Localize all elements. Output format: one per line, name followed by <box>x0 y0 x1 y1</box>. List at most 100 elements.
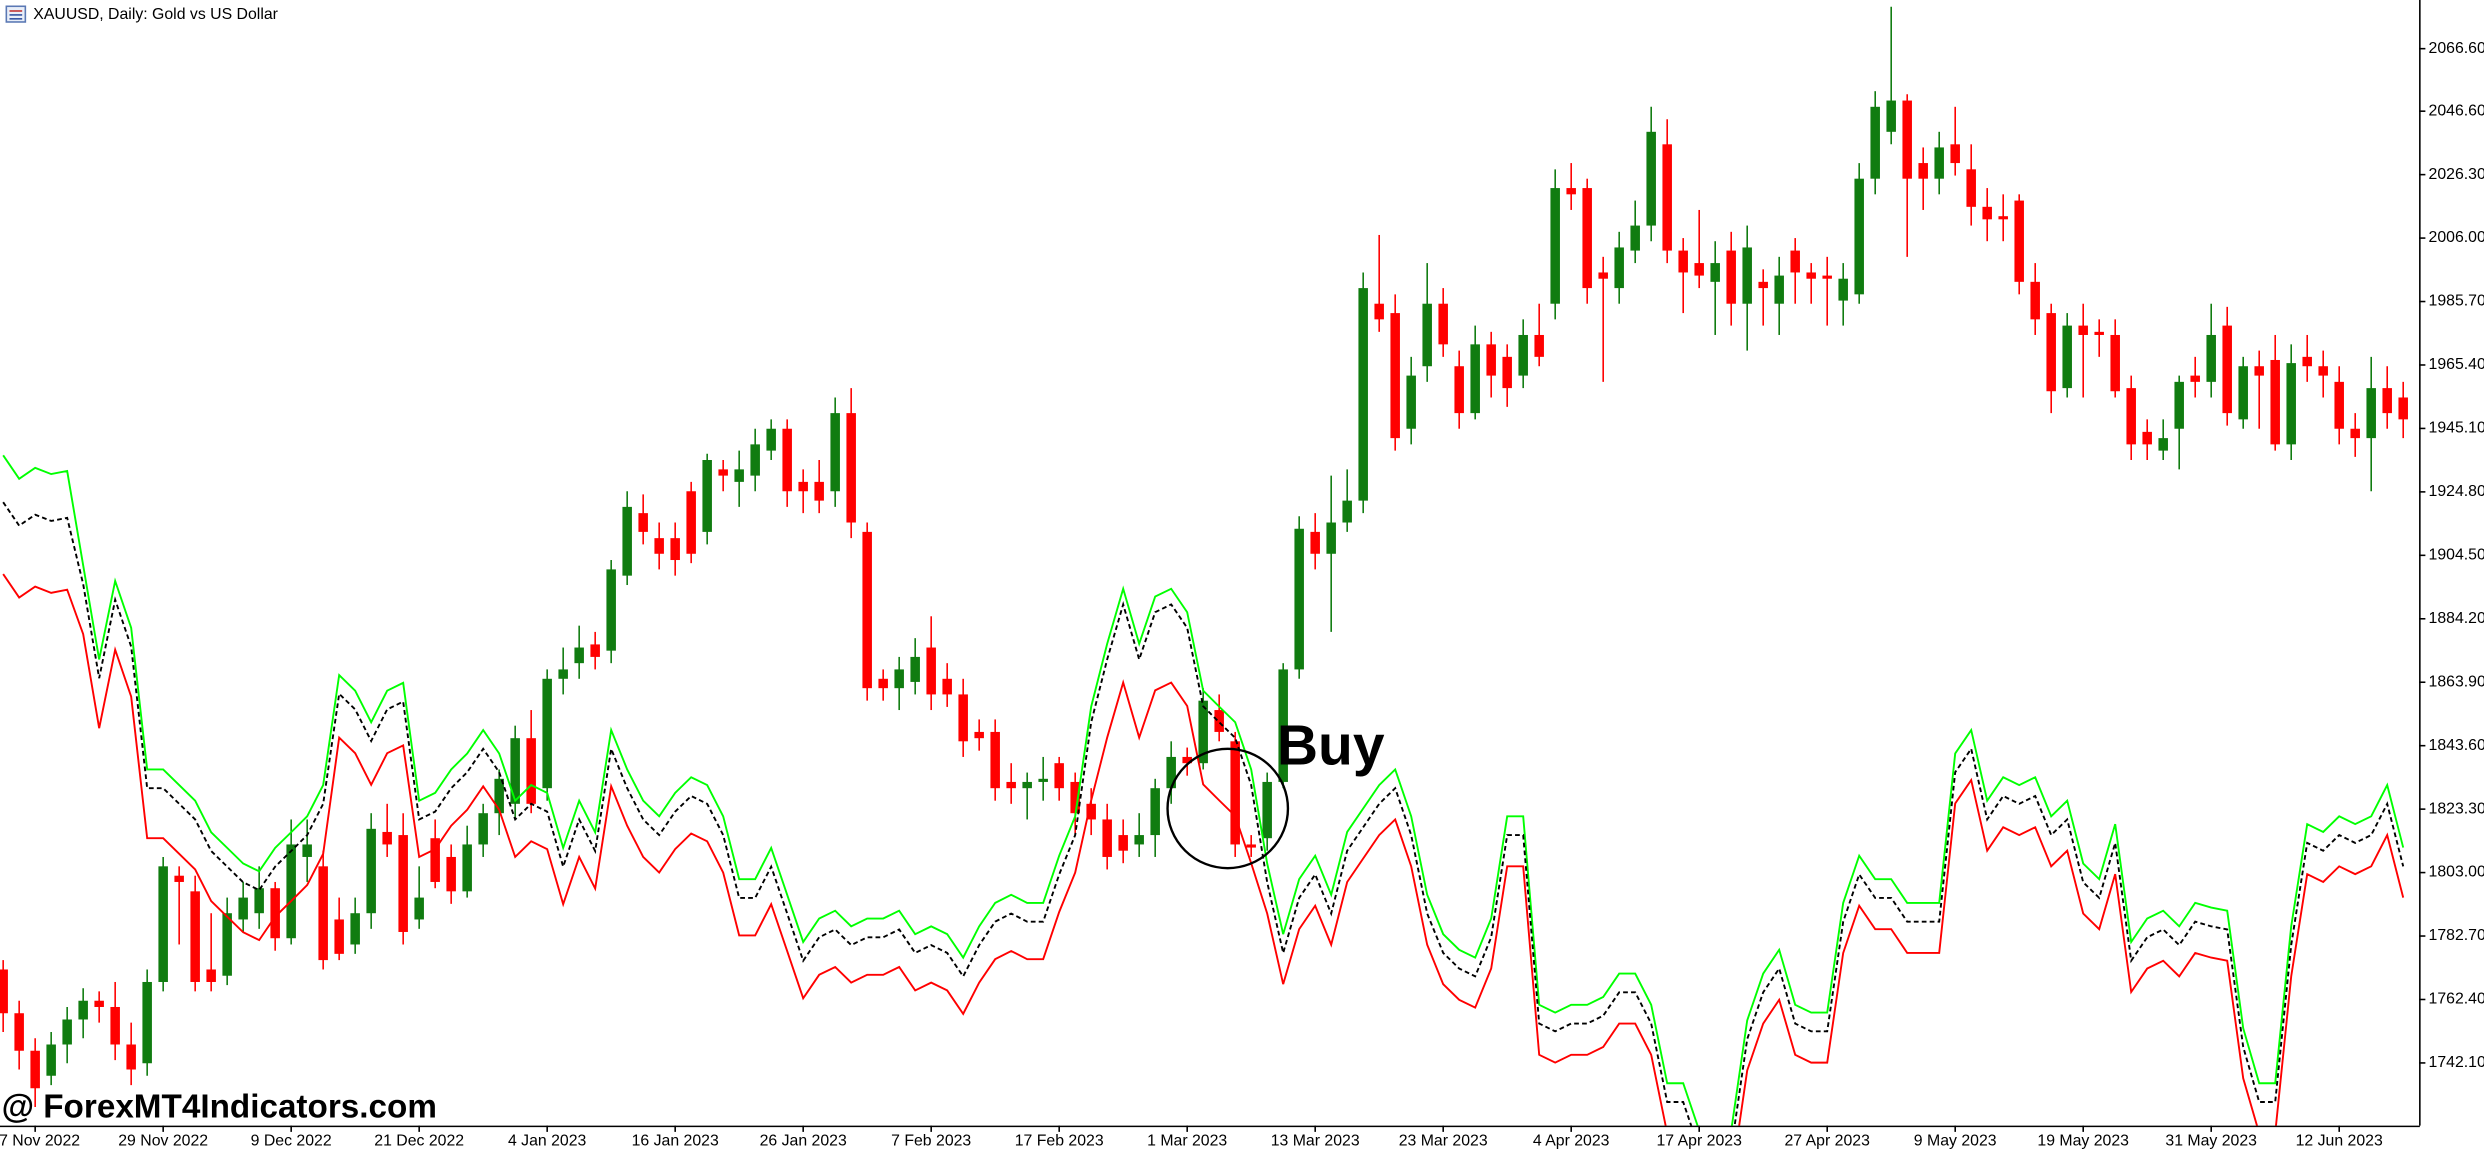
candle-body <box>286 844 296 939</box>
candle-body <box>1614 247 1624 289</box>
candle-body <box>1022 781 1032 789</box>
candle-body <box>2062 325 2072 389</box>
x-tick-label: 17 Nov 2022 <box>0 1133 80 1150</box>
candle-body <box>110 1006 120 1045</box>
candle-body <box>638 513 648 532</box>
candle-body <box>814 481 824 501</box>
candle-body <box>254 888 264 914</box>
candle-body <box>1918 163 1928 179</box>
candle-body <box>1870 106 1880 179</box>
y-tick-label: 1884.20 <box>2429 610 2484 627</box>
candle-body <box>1342 500 1352 523</box>
candle-body <box>1998 216 2008 220</box>
candle-body <box>270 888 280 939</box>
candle-body <box>2254 366 2264 376</box>
x-tick-label: 9 May 2023 <box>1914 1133 1997 1150</box>
candle-body <box>1454 366 1464 414</box>
candle-body <box>654 538 664 554</box>
y-tick-label: 2066.60 <box>2429 40 2484 57</box>
candle-body <box>958 694 968 742</box>
plot-area <box>0 6 2408 1126</box>
candle-body <box>2158 438 2168 451</box>
candle-body <box>318 866 328 961</box>
x-tick-label: 4 Jan 2023 <box>508 1133 587 1150</box>
candle-body <box>1486 344 1496 376</box>
y-tick-label: 1742.10 <box>2429 1054 2484 1071</box>
y-tick-label: 2026.30 <box>2429 166 2484 183</box>
candle-body <box>2126 388 2136 445</box>
candle-body <box>2190 375 2200 382</box>
candle-body <box>1758 281 1768 289</box>
candle-body <box>2398 397 2408 420</box>
candle-body <box>302 844 312 857</box>
chart-title: XAUUSD, Daily: Gold vs US Dollar <box>33 6 278 23</box>
candle-body <box>1134 835 1144 845</box>
indicator-line <box>2 501 2405 1126</box>
candle-body <box>1470 344 1480 414</box>
x-tick-label: 12 Jun 2023 <box>2296 1133 2383 1150</box>
candle-body <box>782 428 792 492</box>
candle-body <box>1982 206 1992 220</box>
candle-body <box>2302 356 2312 367</box>
candle-body <box>1934 147 1944 179</box>
candle-body <box>1790 250 1800 273</box>
candle-body <box>30 1050 40 1089</box>
candle-body <box>2222 325 2232 414</box>
x-tick-label: 26 Jan 2023 <box>760 1133 847 1150</box>
candle-body <box>1070 781 1080 814</box>
candle-body <box>1662 144 1672 251</box>
y-tick-label: 1762.40 <box>2429 991 2484 1008</box>
candle-body <box>2350 428 2360 439</box>
candle-body <box>1710 263 1720 282</box>
candle-body <box>1630 225 1640 251</box>
candle-body <box>510 738 520 804</box>
candle-body <box>1726 250 1736 304</box>
candle-body <box>1774 275 1784 304</box>
y-tick-label: 2006.00 <box>2429 229 2484 246</box>
candle-body <box>174 875 184 882</box>
candle-body <box>494 778 504 814</box>
y-tick-label: 1782.70 <box>2429 927 2484 944</box>
candle-body <box>1374 303 1384 320</box>
candle-body <box>2206 334 2216 382</box>
candle-body <box>2238 366 2248 420</box>
candle-body <box>0 969 8 1014</box>
candle-body <box>1838 278 1848 301</box>
y-tick-label: 1904.50 <box>2429 547 2484 564</box>
y-tick-label: 1985.70 <box>2429 293 2484 310</box>
y-tick-label: 1965.40 <box>2429 356 2484 373</box>
candle-body <box>622 506 632 576</box>
candle-body <box>830 413 840 492</box>
buy-annotation: Buy <box>1277 715 1385 778</box>
x-tick-label: 21 Dec 2022 <box>374 1133 464 1150</box>
candle-body <box>1198 700 1208 764</box>
candle-body <box>1230 741 1240 845</box>
candle-body <box>878 678 888 689</box>
candle-body <box>1214 710 1224 732</box>
candle-body <box>126 1044 136 1070</box>
candle-body <box>478 813 488 845</box>
candle-body <box>1102 819 1112 857</box>
candle-body <box>1406 375 1416 429</box>
candle-body <box>846 413 856 523</box>
candle-body <box>190 891 200 982</box>
candle-body <box>542 678 552 789</box>
indicator-line <box>2 454 2405 1126</box>
candle-body <box>1038 778 1048 782</box>
candle-body <box>334 919 344 954</box>
signal-circle <box>1166 747 1290 870</box>
candle-body <box>766 428 776 451</box>
y-tick-label: 1823.30 <box>2429 800 2484 817</box>
candle-body <box>1742 247 1752 304</box>
candle-body <box>1278 669 1288 782</box>
candle-body <box>2046 313 2056 392</box>
candle-body <box>1006 781 1016 789</box>
candle-body <box>1806 272 1816 279</box>
candle-body <box>670 538 680 561</box>
candle-body <box>1262 781 1272 839</box>
x-tick-label: 7 Feb 2023 <box>891 1133 971 1150</box>
candle-body <box>46 1044 56 1076</box>
x-tick-label: 16 Jan 2023 <box>632 1133 719 1150</box>
